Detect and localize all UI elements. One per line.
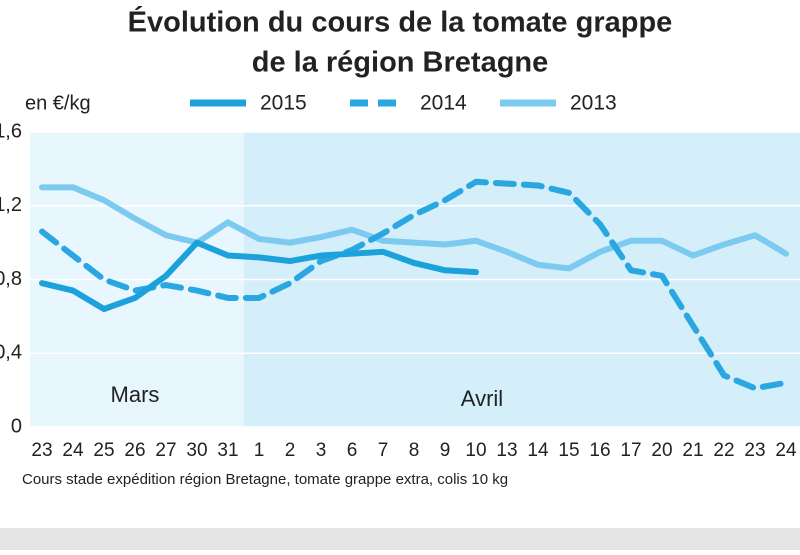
legend-label: 2013 [570,92,617,115]
x-tick-label: 8 [409,440,420,461]
x-tick-label: 31 [217,440,238,461]
x-tick-label: 2 [285,440,296,461]
annotation: Mars [111,382,160,407]
x-tick-label: 9 [440,440,451,461]
y-tick-label: 0 [11,415,22,437]
y-axis-label: en €/kg [25,92,91,114]
x-tick-label: 3 [316,440,327,461]
footnote: Cours stade expédition région Bretagne, … [22,471,508,488]
x-tick-label: 30 [186,440,207,461]
y-tick-label: 1,2 [0,194,22,216]
x-tick-label: 17 [620,440,641,461]
x-tick-label: 24 [62,440,84,461]
x-tick-label: 24 [775,440,797,461]
x-tick-label: 13 [496,440,517,461]
chart-title: de la région Bretagne [252,47,549,79]
series-line [39,184,789,272]
x-tick-label: 16 [589,440,610,461]
annotation: Avril [461,386,503,411]
x-tick-label: 26 [124,440,145,461]
x-tick-label: 25 [93,440,114,461]
x-tick-label: 14 [527,440,549,461]
x-tick-label: 7 [378,440,389,461]
x-tick-label: 10 [465,440,486,461]
chart-title: Évolution du cours de la tomate grappe [128,5,673,39]
bottom-band [0,528,800,550]
x-tick-label: 23 [31,440,52,461]
x-tick-label: 21 [682,440,703,461]
legend-label: 2014 [420,92,467,115]
y-tick-label: 0,8 [0,268,22,290]
x-tick-label: 27 [155,440,176,461]
y-tick-label: 0,4 [0,342,22,364]
y-tick-label: 1,6 [0,120,22,142]
x-tick-label: 20 [651,440,672,461]
x-tick-label: 22 [713,440,734,461]
legend-label: 2015 [260,92,307,115]
x-tick-label: 15 [558,440,579,461]
x-tick-label: 1 [254,440,265,461]
series-line [39,178,789,392]
x-tick-label: 6 [347,440,358,461]
x-tick-label: 23 [744,440,765,461]
series-line [39,239,479,312]
